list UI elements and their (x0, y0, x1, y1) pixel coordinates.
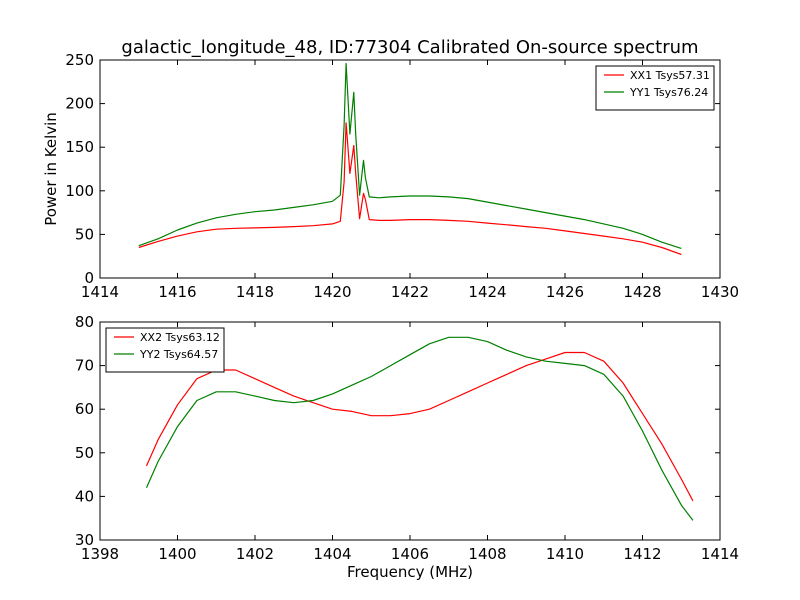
legend-box (105, 327, 225, 373)
series-line-xx1-tsys57-31 (138, 122, 682, 256)
x-tick-label: 1406 (391, 545, 429, 563)
x-tick-label: 1404 (313, 545, 351, 563)
y-tick-label: 150 (65, 138, 94, 156)
x-axis-label: Frequency (MHz) (347, 563, 473, 581)
y-tick-label: 50 (75, 225, 94, 243)
y-tick-label: 200 (65, 95, 94, 113)
y-tick-label: 80 (75, 313, 94, 331)
y-tick-label: 0 (84, 269, 94, 287)
x-tick-label: 1430 (701, 283, 739, 301)
legend-label: XX2 Tsys63.12 (140, 331, 220, 344)
y-tick-label: 250 (65, 51, 94, 69)
y-axis-label: Power in Kelvin (42, 112, 60, 226)
chart-title: galactic_longitude_48, ID:77304 Calibrat… (121, 37, 698, 58)
x-tick-label: 1414 (701, 545, 739, 563)
x-tick-label: 1398 (81, 545, 119, 563)
x-tick-label: 1416 (158, 283, 196, 301)
x-tick-label: 1414 (81, 283, 119, 301)
x-tick-label: 1426 (546, 283, 584, 301)
x-tick-label: 1428 (623, 283, 661, 301)
x-tick-label: 1400 (158, 545, 196, 563)
legend: XX2 Tsys63.12 YY2 Tsys64.57 (105, 327, 225, 373)
x-tick-label: 1418 (236, 283, 274, 301)
y-tick-label: 100 (65, 182, 94, 200)
series-line-yy2-tsys64-57 (145, 336, 694, 521)
x-tick-label: 1408 (468, 545, 506, 563)
top-panel: 1414 1416 1418 1420 1422 1424 1426 1428 1430 0 50 1… (42, 51, 739, 301)
x-tick-label: 1402 (236, 545, 274, 563)
legend-label: YY1 Tsys76.24 (629, 86, 708, 99)
x-tick-label: 1410 (546, 545, 584, 563)
y-tick-label: 50 (75, 444, 94, 462)
x-tick-label: 1424 (468, 283, 506, 301)
legend-label: YY2 Tsys64.57 (139, 348, 218, 361)
legend-label: XX1 Tsys57.31 (630, 69, 710, 82)
series-line-xx2-tsys63-12 (145, 351, 694, 502)
y-tick-label: 30 (75, 531, 94, 549)
legend-box (595, 65, 715, 111)
y-tick-label: 70 (75, 357, 94, 375)
series-line-yy1-tsys76-24 (138, 62, 682, 249)
y-tick-label: 60 (75, 400, 94, 418)
bottom-panel: 1398 1400 1402 1404 1406 1408 1410 1412 1414 30 40… (75, 313, 739, 581)
x-tick-label: 1420 (313, 283, 351, 301)
y-tick-label: 40 (75, 487, 94, 505)
x-tick-label: 1412 (623, 545, 661, 563)
legend: XX1 Tsys57.31 YY1 Tsys76.24 (595, 65, 715, 111)
x-tick-label: 1422 (391, 283, 429, 301)
